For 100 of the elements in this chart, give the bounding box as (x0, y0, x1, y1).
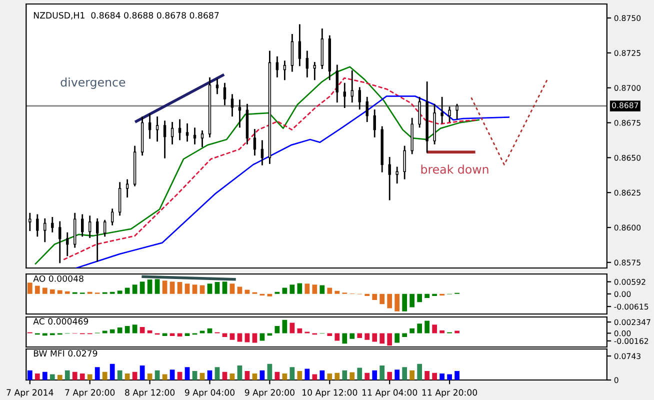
bar (267, 333, 272, 336)
bar (380, 294, 385, 304)
bar (132, 284, 138, 294)
bar (424, 294, 430, 298)
bar (237, 286, 242, 294)
bar (252, 374, 258, 380)
bar (117, 290, 122, 294)
bar (57, 290, 62, 294)
bar (124, 326, 130, 334)
bar (200, 285, 205, 294)
candlestick (313, 62, 316, 80)
candlestick (260, 140, 264, 166)
bar (162, 280, 168, 294)
bar (117, 327, 122, 334)
bar (320, 285, 325, 294)
bar (27, 370, 32, 380)
x-tick-label: 10 Apr 12:00 (302, 389, 358, 398)
candlestick (238, 100, 242, 128)
bar (170, 333, 175, 336)
bar (290, 367, 295, 380)
candlestick (44, 218, 46, 242)
candlestick (336, 64, 338, 102)
bar (334, 372, 340, 380)
bar (140, 282, 145, 294)
bar (394, 294, 400, 312)
bar (432, 372, 437, 380)
candlestick (156, 116, 159, 142)
x-tick-label: 7 Apr 20:00 (65, 389, 115, 398)
candlestick (298, 24, 302, 66)
candlestick (306, 50, 309, 78)
x-tick-label: 9 Apr 20:00 (244, 389, 294, 398)
candlestick (223, 82, 226, 106)
candlestick (440, 96, 444, 124)
candlestick (66, 232, 69, 256)
bar (260, 370, 265, 380)
bar (124, 288, 130, 294)
candlestick (253, 129, 256, 156)
candlestick (110, 208, 114, 226)
bar (267, 294, 272, 296)
candlestick (396, 166, 398, 184)
bar (357, 333, 362, 338)
bar (432, 324, 437, 334)
bar (110, 329, 115, 334)
bar (64, 291, 70, 294)
bar (87, 374, 92, 380)
bar (402, 367, 408, 380)
candlestick (178, 119, 182, 140)
x-tick-label: 7 Apr 2014 (6, 389, 54, 398)
candlestick (350, 70, 354, 102)
bar (334, 290, 340, 294)
bar (380, 365, 385, 380)
candlestick (358, 87, 361, 110)
bar (80, 374, 85, 380)
bar (260, 333, 265, 341)
bar (132, 372, 138, 380)
bar (214, 367, 220, 380)
bar (327, 288, 332, 294)
bar (290, 322, 295, 334)
bar (350, 333, 355, 339)
bar (297, 328, 302, 334)
bar (57, 374, 62, 380)
bar (162, 333, 168, 336)
bar (162, 374, 168, 380)
bar (304, 368, 310, 380)
bar (72, 372, 78, 380)
candlestick (36, 214, 39, 237)
bar (402, 333, 408, 337)
candlestick (148, 114, 152, 139)
bar (364, 333, 370, 340)
bar (342, 333, 348, 344)
candlestick (193, 128, 196, 144)
bar (372, 294, 378, 300)
bar (34, 286, 40, 294)
bar (50, 374, 55, 380)
bar (154, 279, 160, 294)
bar (387, 333, 392, 346)
bar (184, 367, 190, 380)
bar (334, 333, 340, 341)
bar (290, 284, 295, 294)
bar (440, 374, 444, 380)
bar (64, 370, 70, 380)
chart-title: BW MFI 0.0279 (34, 350, 98, 357)
bar (117, 370, 122, 380)
bar (342, 370, 348, 380)
x-tick-label: 11 Apr 20:00 (422, 389, 478, 398)
bar (154, 370, 160, 380)
bar (110, 364, 115, 380)
bar (237, 365, 242, 380)
candlestick (88, 216, 92, 238)
bar (200, 372, 205, 380)
bar (417, 294, 422, 302)
bar (372, 333, 378, 342)
bar (304, 284, 310, 294)
bar (94, 367, 100, 380)
bar (282, 320, 288, 334)
bar (192, 284, 198, 294)
candlestick (216, 78, 219, 94)
bar (132, 324, 138, 334)
bar (34, 374, 40, 380)
bar (222, 333, 228, 337)
